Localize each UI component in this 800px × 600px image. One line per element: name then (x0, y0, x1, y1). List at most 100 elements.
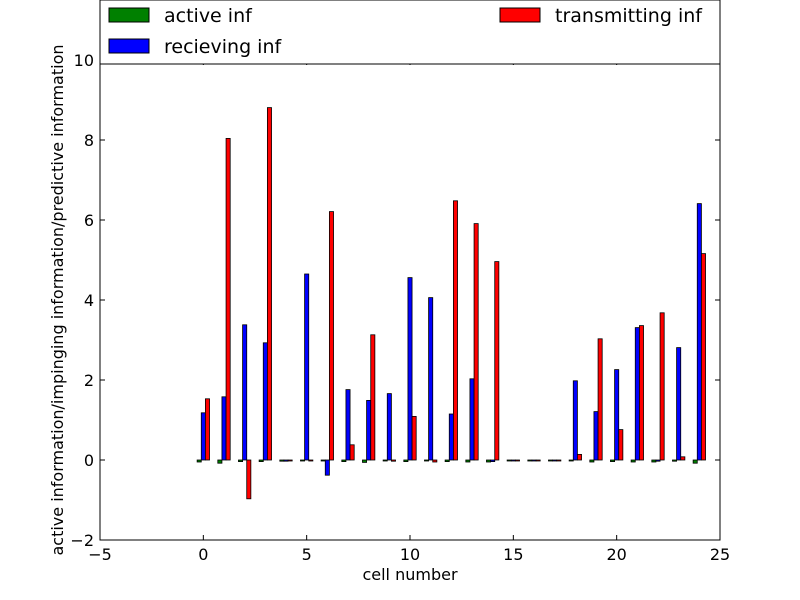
bar-active (279, 459, 285, 462)
bar-recieving (304, 273, 310, 461)
bar-transmitting (556, 459, 562, 462)
y-axis: −2 0 2 4 6 8 10 (70, 51, 720, 550)
bar-recieving (593, 411, 599, 461)
legend-label-recieving: recieving inf (164, 36, 282, 58)
bar-transmitting (680, 456, 686, 461)
bar-transmitting (432, 459, 438, 463)
bar-transmitting (473, 223, 479, 461)
y-tick-label: 10 (74, 51, 94, 70)
bar-transmitting (349, 444, 355, 461)
y-tick-label: 2 (84, 371, 94, 390)
bar-active (217, 459, 223, 464)
bar-recieving (324, 459, 330, 476)
bar-transmitting (535, 459, 541, 462)
bar-active (610, 459, 616, 463)
bar-recieving (614, 369, 620, 461)
bar-transmitting (452, 200, 458, 461)
y-tick-label: −2 (70, 531, 94, 550)
bar-recieving (428, 297, 434, 461)
x-tick-label: 5 (302, 545, 312, 564)
bar-active (424, 459, 430, 462)
y-tick-label: 4 (84, 291, 94, 310)
bar-recieving (448, 413, 454, 461)
bar-active (258, 459, 264, 463)
bar-recieving (221, 396, 227, 461)
bar-active (362, 459, 368, 463)
bars (196, 107, 706, 500)
bar-recieving (510, 459, 516, 462)
bar-active (382, 459, 388, 462)
bar-recieving (262, 342, 268, 461)
legend: active inf recieving inf transmitting in… (99, 0, 721, 65)
bar-transmitting (494, 261, 500, 461)
legend-swatch-transmitting (499, 7, 541, 23)
bar-transmitting (204, 398, 210, 461)
bar-recieving (531, 459, 537, 462)
bar-recieving (552, 459, 558, 462)
bar-transmitting (659, 312, 665, 461)
x-tick-label: 15 (503, 545, 523, 564)
bar-active (196, 459, 202, 463)
bar-recieving (634, 327, 640, 461)
bar-recieving (490, 459, 496, 463)
bar-active (444, 459, 450, 463)
bar-active (300, 459, 306, 462)
bar-recieving (469, 378, 475, 461)
bar-transmitting (577, 453, 582, 461)
legend-swatch-recieving (108, 38, 150, 54)
bar-active (589, 459, 595, 463)
bar-transmitting (390, 459, 396, 462)
bar-recieving (242, 324, 248, 461)
bar-transmitting (370, 334, 376, 461)
x-tick-label: 25 (710, 545, 730, 564)
bar-active (568, 459, 574, 462)
x-axis: −5 0 5 10 15 20 25 (88, 60, 730, 564)
legend-label-active: active inf (164, 5, 253, 27)
bar-recieving (676, 347, 682, 461)
bar-transmitting (328, 211, 334, 461)
bar-active (238, 459, 243, 463)
bar-transmitting (308, 459, 314, 462)
bar-transmitting (225, 137, 231, 461)
x-tick-label: 10 (400, 545, 420, 564)
bar-active (651, 459, 657, 463)
y-tick-label: 8 (84, 131, 94, 150)
x-tick-label: 20 (606, 545, 626, 564)
legend-box (99, 0, 721, 65)
y-tick-label: 0 (84, 451, 94, 470)
bar-active (548, 459, 554, 462)
bar-transmitting (515, 459, 520, 462)
bar-transmitting (701, 253, 706, 461)
bar-transmitting (246, 459, 252, 500)
bar-recieving (283, 459, 289, 462)
bar-recieving (696, 203, 702, 461)
bar-active (486, 459, 492, 463)
bar-transmitting (411, 415, 417, 461)
bar-active (527, 459, 533, 462)
bar-recieving (386, 393, 392, 461)
bar-active (630, 459, 636, 463)
bar-transmitting (618, 429, 624, 461)
bar-transmitting (287, 459, 293, 462)
bar-recieving (200, 412, 206, 461)
y-tick-label: 6 (84, 211, 94, 230)
bar-active (692, 459, 698, 464)
bar-active (320, 459, 326, 462)
bar-transmitting (639, 325, 644, 461)
x-axis-label: cell number (362, 565, 457, 584)
bar-active (506, 459, 512, 462)
legend-swatch-active (108, 7, 150, 23)
bar-recieving (572, 380, 578, 461)
bar-recieving (366, 399, 372, 461)
y-axis-label: active information/impinging information… (48, 44, 67, 555)
bar-recieving (345, 389, 351, 461)
legend-label-transmitting: transmitting inf (555, 5, 703, 27)
bar-active (403, 459, 409, 463)
bar-transmitting (266, 107, 272, 461)
x-tick-label: 0 (198, 545, 208, 564)
bar-recieving (407, 277, 413, 461)
x-tick-label: −5 (88, 545, 112, 564)
bar-transmitting (597, 338, 603, 461)
bar-recieving (655, 459, 661, 462)
